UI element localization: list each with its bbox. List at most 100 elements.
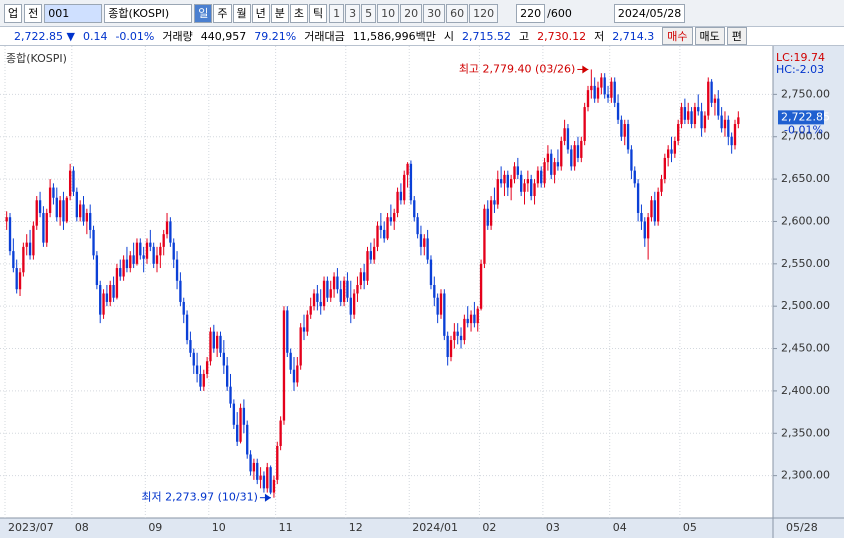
candle-body: [299, 327, 302, 366]
x-tick-label: 11: [279, 521, 293, 534]
period-button[interactable]: 틱: [309, 3, 328, 23]
candle-body: [169, 221, 172, 243]
candle-body: [306, 314, 309, 332]
prev[interactable]: 전: [24, 3, 43, 23]
candle-body: [259, 475, 262, 480]
x-tick-label: 08: [75, 521, 89, 534]
candle-body: [35, 200, 38, 226]
candle-body: [446, 335, 449, 358]
candle-body: [359, 272, 362, 285]
candle-body: [125, 259, 129, 269]
candle-body: [506, 174, 509, 188]
interval-button[interactable]: 120: [469, 3, 499, 23]
amount: 11,586,996백만: [352, 30, 436, 43]
candle-body: [189, 340, 192, 353]
period-button[interactable]: 분: [270, 3, 289, 23]
action-button[interactable]: 매도: [694, 27, 725, 45]
action-button[interactable]: 편: [726, 27, 747, 45]
y-axis-bg: [773, 46, 844, 538]
candle-body: [573, 145, 576, 167]
candle-body: [453, 331, 456, 341]
open: 2,715.52: [462, 29, 512, 43]
hc: HC:-2.03: [776, 63, 824, 76]
interval-button[interactable]: 60: [446, 3, 469, 23]
candle-body: [192, 352, 195, 366]
y-tick-label: 2,750.00: [781, 87, 830, 100]
candle-body: [523, 183, 526, 192]
candle-body: [5, 217, 8, 222]
candle-body: [520, 174, 523, 192]
date[interactable]: 2024/05/28: [613, 3, 686, 23]
candle-body: [566, 128, 570, 150]
candle-body: [466, 318, 469, 324]
candle-body: [246, 424, 249, 455]
period-button[interactable]: 초: [289, 3, 308, 23]
candle-body: [703, 115, 707, 129]
count[interactable]: 220: [516, 3, 546, 23]
candle-body: [546, 153, 550, 163]
interval-button[interactable]: 30: [423, 3, 446, 23]
candle-body: [610, 81, 613, 98]
code-input[interactable]: 001: [44, 3, 103, 23]
x-tick-label: 05/28: [786, 521, 818, 534]
price: 2,722.85 ▼: [14, 29, 75, 43]
candle-body: [553, 162, 556, 175]
candle-body: [476, 308, 479, 324]
candle-body: [596, 87, 600, 99]
candle-body: [650, 200, 653, 218]
x-tick-label: 2024/01: [412, 521, 458, 534]
y-tick-label: 2,500.00: [781, 299, 830, 312]
candle-body: [95, 255, 99, 285]
y-tick-label: 2,300.00: [781, 469, 830, 482]
x-tick-label: 2023/07: [8, 521, 54, 534]
candle-body: [399, 191, 403, 201]
candle-body: [633, 170, 636, 184]
interval-button[interactable]: 1: [329, 3, 345, 23]
candle-body: [289, 352, 292, 370]
name: 종합(KOSPI): [104, 3, 193, 23]
candle-body: [322, 280, 326, 307]
candle-body: [175, 259, 179, 281]
action-button[interactable]: 매수: [662, 27, 693, 45]
period-button[interactable]: 일: [194, 3, 213, 23]
candle-body: [352, 293, 356, 315]
period-button[interactable]: 주: [213, 3, 232, 23]
candle-body: [503, 174, 506, 184]
period-button[interactable]: 월: [232, 3, 251, 23]
candle-body: [349, 297, 352, 315]
candle-body: [580, 140, 583, 158]
candle-body: [199, 373, 202, 387]
candle-body: [536, 170, 540, 184]
x-tick-label: 10: [212, 521, 226, 534]
candle-body: [667, 149, 670, 158]
candle-body: [115, 268, 119, 298]
candle-body: [79, 204, 82, 218]
candle-body: [409, 163, 413, 201]
candle-body: [145, 242, 149, 259]
interval-button[interactable]: 20: [400, 3, 423, 23]
candle-body: [646, 217, 650, 239]
y-tick-label: 2,550.00: [781, 257, 830, 270]
candle-body: [499, 179, 503, 184]
candle-body: [219, 335, 222, 353]
candle-body: [583, 107, 586, 141]
period-button[interactable]: 년: [251, 3, 270, 23]
candle-body: [540, 170, 543, 184]
candle-body: [132, 255, 135, 264]
lc: LC:19.74: [776, 51, 825, 64]
market[interactable]: 업: [4, 3, 23, 23]
candle-body: [89, 212, 92, 230]
interval-button[interactable]: 10: [377, 3, 400, 23]
interval-button[interactable]: 5: [361, 3, 377, 23]
candle-body: [403, 174, 406, 201]
max: /600: [547, 6, 572, 20]
candle-body: [179, 280, 182, 302]
candle-body: [82, 204, 85, 222]
last-price-box: [778, 110, 824, 125]
legend: 종합(KOSPI): [6, 52, 67, 65]
low: 2,714.3: [612, 29, 655, 43]
candle-body: [556, 162, 560, 167]
candle-body: [443, 293, 446, 336]
interval-button[interactable]: 3: [345, 3, 361, 23]
candle-body: [222, 352, 225, 366]
